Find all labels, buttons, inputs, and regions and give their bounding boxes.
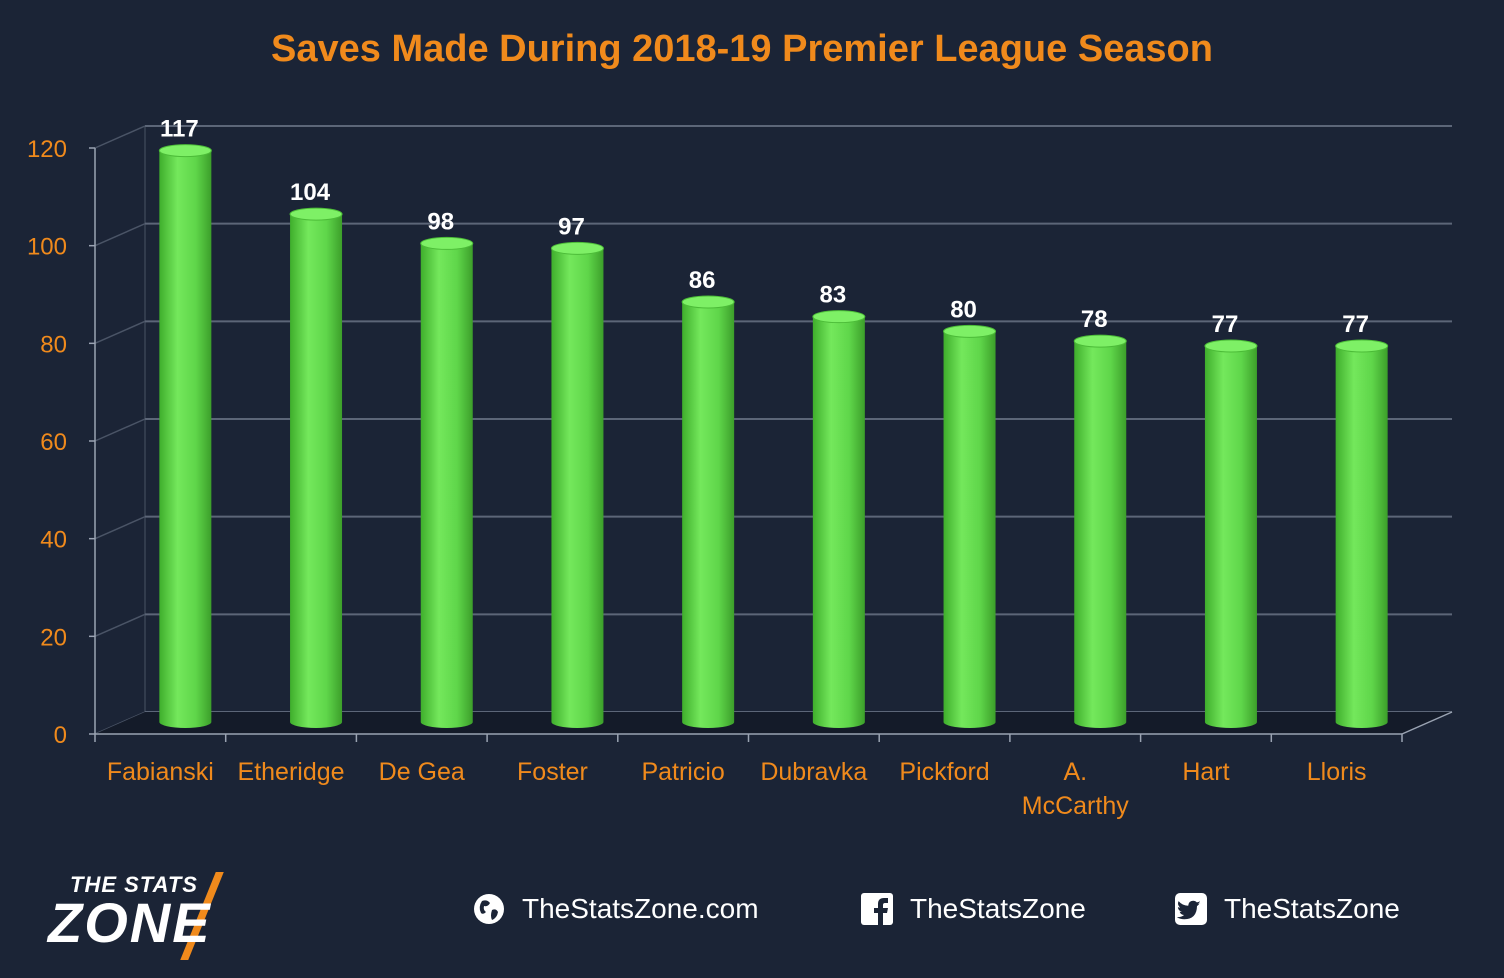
data-label: 86 <box>689 267 716 294</box>
category-label: Hart <box>1182 758 1229 786</box>
website-link[interactable]: TheStatsZone.com <box>472 892 759 926</box>
x-axis-depth-line <box>1401 711 1453 735</box>
category-label: Patricio <box>641 758 724 786</box>
bar-top <box>1335 339 1389 353</box>
gridline-side <box>94 125 146 149</box>
twitter-icon <box>1175 893 1207 925</box>
category-label-line: McCarthy <box>1022 792 1129 820</box>
gridline-side <box>94 320 146 345</box>
bar <box>158 144 212 728</box>
bar <box>681 295 735 728</box>
stats-zone-logo: THE STATS ZONE <box>48 870 308 960</box>
bar-top <box>812 310 866 324</box>
website-text: TheStatsZone.com <box>522 893 759 924</box>
bar-top <box>1073 334 1127 348</box>
chart-bars <box>158 144 1389 729</box>
twitter-link[interactable]: TheStatsZone <box>1174 892 1400 926</box>
bar <box>1204 339 1258 728</box>
bar-top <box>420 236 474 250</box>
category-label: Dubravka <box>760 758 867 786</box>
bar <box>550 241 604 729</box>
gridline-side <box>94 613 146 638</box>
category-label-line: A. <box>1063 758 1087 786</box>
chart-title: Saves Made During 2018-19 Premier League… <box>271 28 1213 70</box>
chart-axes: 0 20 40 60 80 100 120 <box>27 136 1453 749</box>
category-label-line: Foster <box>517 758 588 786</box>
category-label: Fabianski <box>107 758 214 786</box>
category-label: A. McCarthy <box>1022 758 1129 820</box>
y-tick-label: 120 <box>27 136 67 163</box>
bar <box>812 310 866 728</box>
category-label-line: Dubravka <box>760 758 867 786</box>
bar <box>289 207 343 729</box>
y-tick-label: 0 <box>54 722 67 749</box>
category-label-line: Fabianski <box>107 758 214 786</box>
bar-body <box>420 243 473 728</box>
bar-body <box>551 248 604 729</box>
bar-top <box>943 324 997 338</box>
category-label-line: Patricio <box>641 758 724 786</box>
facebook-icon <box>861 893 893 926</box>
category-label: Pickford <box>899 758 989 786</box>
bar-body <box>943 331 996 728</box>
bar-top <box>550 241 604 255</box>
category-label-line: De Gea <box>379 758 465 786</box>
bar-chart: 0 20 40 60 80 100 120 117 Fabianski 104 Etheridge… <box>27 116 1453 820</box>
globe-icon <box>474 894 504 924</box>
bar-body <box>159 150 212 728</box>
category-label-line: Lloris <box>1307 758 1367 786</box>
bar-body <box>682 302 735 728</box>
bar-body <box>1204 345 1257 728</box>
data-label: 98 <box>427 208 454 235</box>
bar <box>420 236 474 728</box>
data-label: 97 <box>558 213 585 240</box>
bar-top <box>158 144 212 158</box>
bar-body <box>1335 345 1388 728</box>
facebook-link[interactable]: TheStatsZone <box>860 892 1086 926</box>
bar-top <box>1204 339 1258 353</box>
bar-body <box>812 316 865 728</box>
data-label: 104 <box>290 179 331 206</box>
y-tick-label: 80 <box>40 331 67 358</box>
category-label: De Gea <box>379 758 465 786</box>
category-label-line: Hart <box>1182 758 1229 786</box>
twitter-text: TheStatsZone <box>1224 893 1400 924</box>
data-label: 77 <box>1342 311 1369 338</box>
bar-body <box>290 214 343 729</box>
data-label: 78 <box>1081 306 1108 333</box>
gridline-side <box>94 418 146 442</box>
bar-top <box>289 207 343 221</box>
category-label: Foster <box>517 758 588 786</box>
bar <box>1335 339 1389 728</box>
y-tick-label: 40 <box>40 527 67 554</box>
data-label: 117 <box>160 116 199 143</box>
data-label: 77 <box>1212 311 1239 338</box>
data-label: 80 <box>950 296 977 323</box>
category-label-line: Etheridge <box>238 758 345 786</box>
y-tick-label: 20 <box>40 624 67 651</box>
bar <box>943 324 997 728</box>
bar-top <box>681 295 735 309</box>
chart-labels: 117 Fabianski 104 Etheridge 98 De Gea 97 Foster… <box>107 116 1369 820</box>
logo-top-text: THE STATS <box>70 872 198 897</box>
bar <box>1073 334 1127 728</box>
y-tick-label: 60 <box>40 429 67 456</box>
bar-body <box>1074 341 1127 728</box>
footer: THE STATS ZONE TheStatsZone.com TheStats… <box>0 860 1504 970</box>
logo-main-text: ZONE <box>48 891 212 954</box>
gridline-side <box>94 515 146 540</box>
category-label-line: Pickford <box>899 758 989 786</box>
category-label: Lloris <box>1307 758 1367 786</box>
data-label: 83 <box>819 282 846 309</box>
category-label: Etheridge <box>238 758 345 786</box>
facebook-text: TheStatsZone <box>910 893 1086 924</box>
gridline-side <box>94 222 146 247</box>
y-tick-label: 100 <box>27 234 67 261</box>
